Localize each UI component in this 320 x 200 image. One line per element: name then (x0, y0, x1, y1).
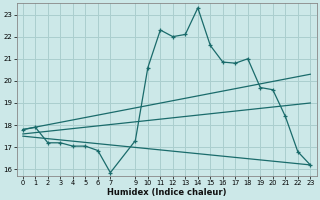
X-axis label: Humidex (Indice chaleur): Humidex (Indice chaleur) (107, 188, 226, 197)
